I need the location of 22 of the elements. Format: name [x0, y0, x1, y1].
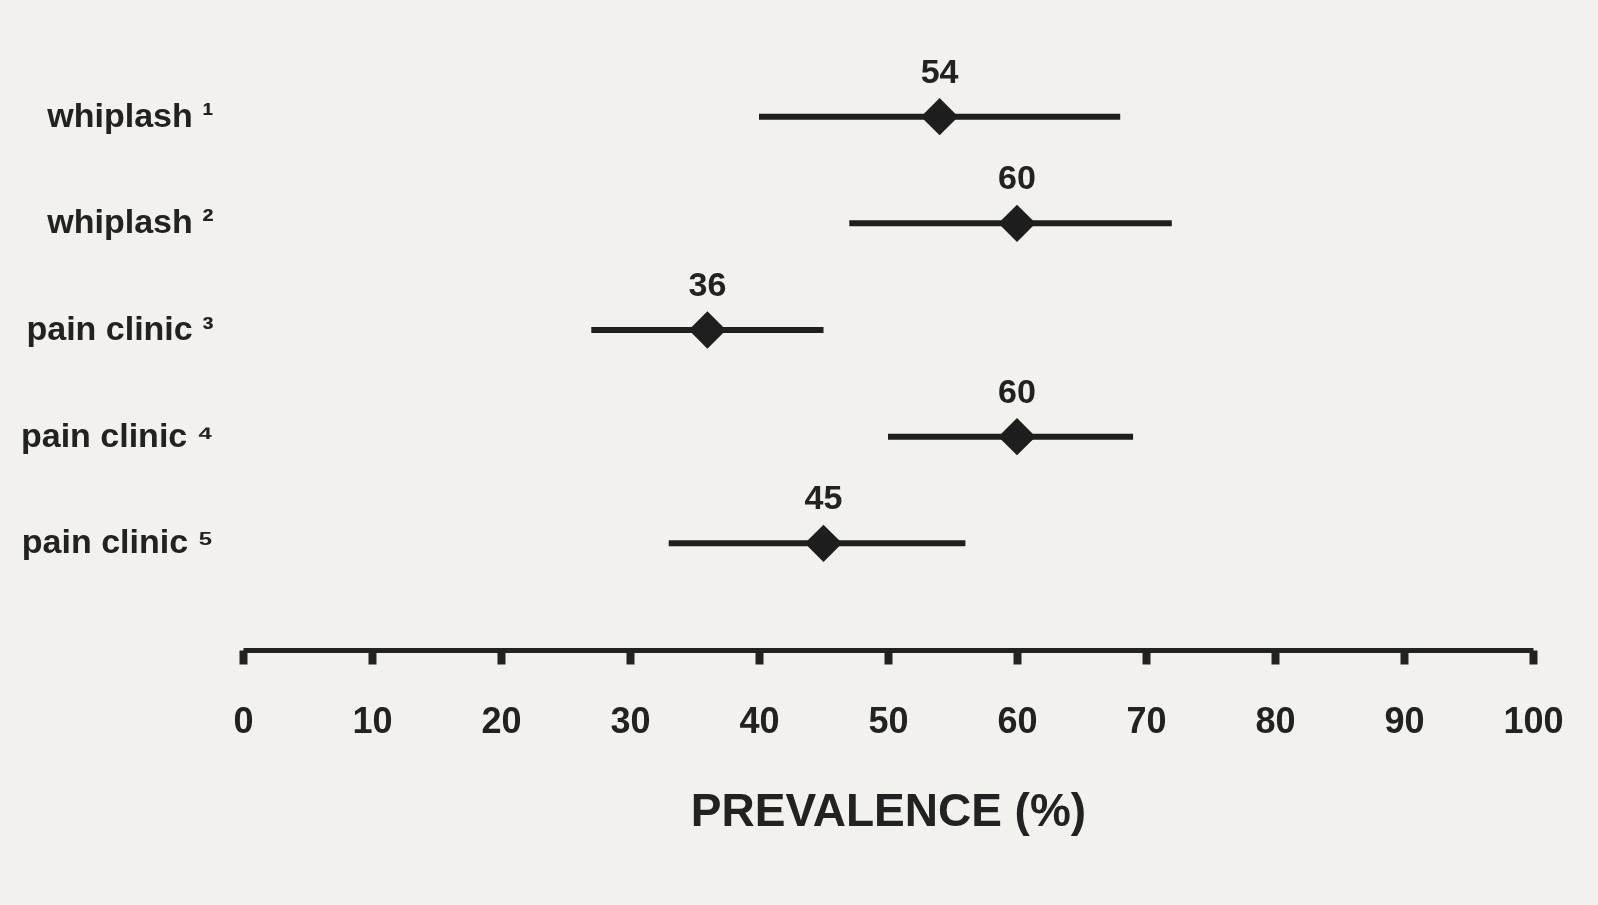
data-label: 60 [998, 371, 1036, 410]
y-tick-label: pain clinic ⁴ [20, 415, 214, 454]
data-label: 36 [688, 265, 727, 303]
x-axis-title: PREVALENCE (%) [690, 783, 1087, 836]
y-tick-label: whiplash ² [46, 202, 214, 241]
y-tick-label: pain clinic ³ [26, 309, 214, 347]
x-tick-label: 0 [233, 699, 254, 741]
x-tick-label: 50 [868, 699, 909, 741]
data-label: 45 [804, 478, 843, 517]
x-tick-label: 70 [1126, 699, 1167, 741]
x-tick-label: 80 [1255, 699, 1296, 741]
x-tick-label: 90 [1384, 699, 1425, 741]
x-tick-label: 30 [610, 699, 651, 741]
data-label: 54 [920, 51, 959, 90]
x-tick-label: 10 [352, 699, 393, 741]
x-tick-label: 20 [481, 699, 522, 741]
data-label: 60 [998, 158, 1036, 197]
y-tick-label: whiplash ¹ [46, 95, 214, 134]
x-tick-label: 40 [739, 699, 780, 741]
x-tick-label: 60 [997, 699, 1038, 741]
x-tick-label: 100 [1503, 699, 1564, 741]
y-tick-label: pain clinic ⁵ [21, 522, 214, 561]
